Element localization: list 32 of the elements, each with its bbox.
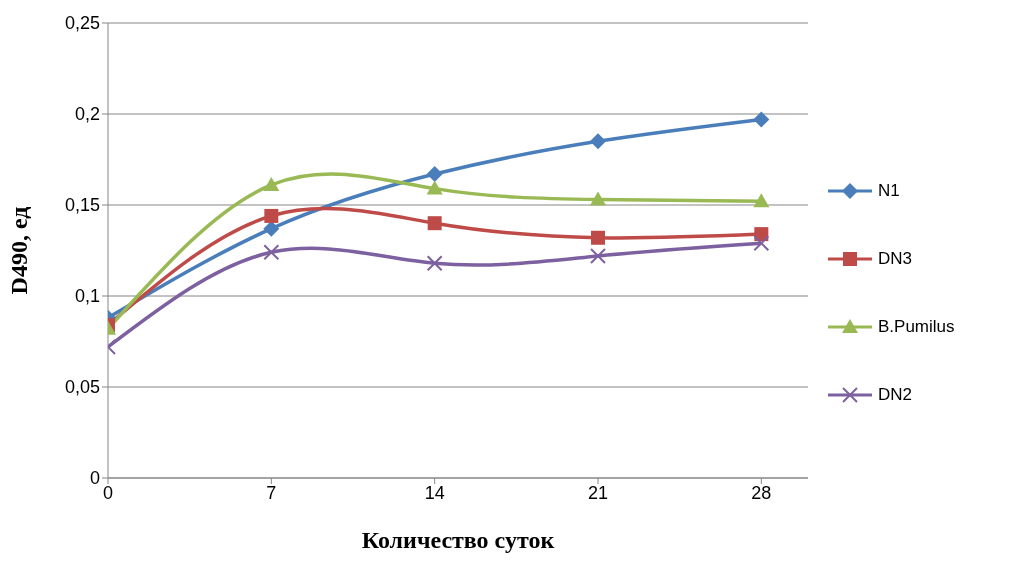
point: [590, 133, 606, 150]
y-tick-label: 0,15: [64, 195, 100, 216]
y-tick-label: 0,05: [64, 377, 100, 398]
point: [591, 230, 605, 245]
point: [753, 235, 770, 252]
point: [426, 255, 443, 272]
x-tick-label: 21: [587, 482, 609, 503]
y-axis-title: D490, ед: [5, 206, 32, 295]
point: [263, 244, 280, 261]
point: [263, 176, 280, 191]
point: [753, 111, 770, 128]
legend-label: N1: [878, 181, 900, 201]
x-axis-title: Количество суток: [361, 527, 555, 553]
legend-label: DN3: [878, 249, 913, 269]
point: [426, 166, 443, 183]
y-tick-label: 0: [89, 468, 100, 489]
legend-label: B.Pumilus: [878, 317, 955, 337]
x-tick-label: 0: [102, 482, 114, 503]
point: [263, 220, 280, 237]
point: [590, 191, 606, 206]
point: [264, 208, 279, 223]
x-tick-label: 14: [424, 482, 445, 503]
y-tick-label: 0,1: [74, 286, 100, 307]
point: [753, 193, 770, 208]
point: [590, 247, 606, 264]
y-tick-label: 0,25: [64, 13, 100, 34]
y-tick-label: 0,2: [74, 104, 100, 125]
point: [426, 180, 443, 195]
x-tick-label: 7: [266, 482, 277, 503]
point: [427, 216, 442, 231]
x-tick-label: 28: [751, 482, 772, 503]
legend-label: DN2: [878, 385, 913, 405]
